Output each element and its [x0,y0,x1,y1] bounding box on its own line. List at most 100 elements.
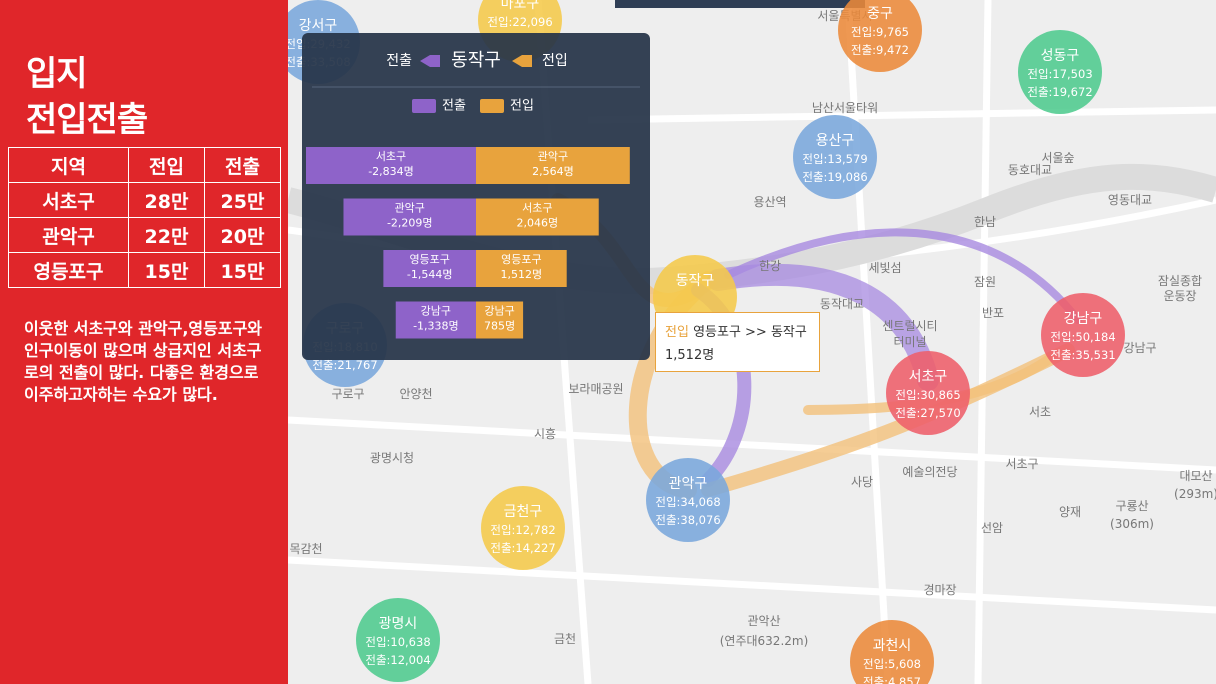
table-cell: 25만 [203,182,282,218]
district-bubble [886,351,970,435]
district-out: 전출:19,086 [802,170,867,184]
header-cell: 지역 [8,147,129,183]
district-bubble [646,458,730,542]
district-bubble [481,486,565,570]
map-label: 구로구 [331,387,364,401]
bar [383,250,476,287]
bar-category: 강남구 [484,305,514,318]
table-cell: 20만 [203,217,282,253]
map-label: 터미널 [893,335,926,349]
district-bubble [850,620,934,684]
district-out: 전출:27,570 [895,406,960,420]
table-cell: 서초구 [8,182,129,218]
district-name: 중구 [867,6,893,22]
legend-swatch [412,99,436,113]
map-label: 보라매공원 [568,382,623,396]
district-out: 전출:14,227 [490,541,555,555]
arrow-icon [512,55,532,67]
map-label: 관악산 [747,614,780,628]
flow-chart: 전출 동작구 전입 전출 전입 서초구-2,834명관악구-2,209명영등포구… [306,50,640,339]
title: 입지 [26,54,88,94]
district-out: 전출:9,472 [851,43,909,57]
map-label: 예술의전당 [902,465,957,479]
table-row: 서초구 28만 25만 [8,182,282,218]
district-out: 전출:21,767 [312,358,377,372]
header-cell: 전입 [127,147,205,183]
map-label: 광명시청 [370,451,414,465]
table-cell: 15만 [203,252,282,288]
map-label: 동호대교 [1008,163,1052,177]
map-label: 목감천 [289,541,322,556]
map-label: (293m) [1174,487,1216,501]
table-header: 지역 전입 전출 [8,147,282,183]
title: 전입전출 [26,100,148,140]
map-label: 용산역 [753,195,786,209]
sidebar: 입지 전입전출 지역 전입 전출 서초구 28만 25만 관악구 22만 20만 영등포구 15만 1… [0,0,288,684]
district-name: 금천구 [504,504,543,520]
district-out: 전출:35,531 [1050,348,1115,362]
top-panel-edge [615,0,865,8]
bar-category: 영등포구 [501,253,541,266]
map-label: 안양천 [399,386,432,401]
district-in: 전입:13,579 [802,152,867,166]
tooltip-route: 영등포구 >> 동작구 [693,325,807,340]
bar [343,198,476,236]
district-bubble [793,115,877,199]
table-cell: 영등포구 [8,252,129,288]
bar-category: 관악구 [395,202,425,215]
bar-value-label: -2,834명 [368,165,414,178]
district-bubble [838,0,922,72]
bar-category: 영등포구 [409,253,449,266]
district-name: 마포구 [501,0,540,12]
district-in: 전입:30,865 [895,388,960,402]
district-name: 용산구 [816,133,855,149]
district-name: 과천시 [873,638,912,654]
district-name: 관악구 [669,476,708,492]
legend-label: 전출 [442,99,466,114]
table-cell: 22만 [127,217,205,253]
bar [395,301,476,339]
bar-category: 서초구 [522,202,552,215]
legend-label: 전입 [510,99,534,114]
map-label: 세빛섬 [868,261,901,275]
map-label: 한강 [759,259,781,273]
map-label: 반포 [982,306,1004,320]
tooltip: 전입 영등포구 >> 동작구 1,512명 [655,312,820,372]
district-out: 전출:4,857 [863,675,921,684]
table-row: 관악구 22만 20만 [8,217,282,253]
district-name: 동작구 [676,273,715,289]
bar [306,147,476,184]
legend-swatch [480,99,504,113]
header-cell: 전출 [203,147,282,183]
map-label: 금천 [554,631,576,646]
bar-category: 관악구 [538,150,568,163]
table-cell: 관악구 [8,217,129,253]
map-label: 선암 [981,521,1003,535]
arrow-icon [420,55,440,67]
map-label: 남산서울타워 [812,101,878,115]
map-label: 운동장 [1163,289,1196,303]
bar-value-label: -2,209명 [387,217,433,230]
map-label: 경마장 [923,583,956,597]
district-in: 전입:50,184 [1050,330,1115,344]
bar-value-label: 785명 [484,320,515,333]
map-label: 서초구 [1005,457,1038,471]
district-bubble [1018,30,1102,114]
tooltip-type: 전입 [665,325,689,340]
district-name: 서초구 [909,369,948,385]
bar [476,301,524,339]
bar-value-label: 1,512명 [501,268,543,281]
district-name: 강남구 [1064,311,1103,327]
map-label: 시흥 [534,427,556,441]
map-label: 강남구 [1123,341,1156,355]
district-out: 전출:38,076 [655,513,720,527]
map-label: 센트럴시티 [882,319,937,333]
map-label: (연주대632.2m) [720,634,809,648]
district-in: 전입:10,638 [365,635,430,649]
district-out: 전출:19,672 [1027,85,1092,99]
table-row: 영등포구 15만 15만 [8,252,282,288]
district-name: 강서구 [299,18,338,34]
tooltip-value: 1,512명 [665,348,715,363]
in-label: 전입 [542,53,568,69]
district-in: 전입:12,782 [490,523,555,537]
